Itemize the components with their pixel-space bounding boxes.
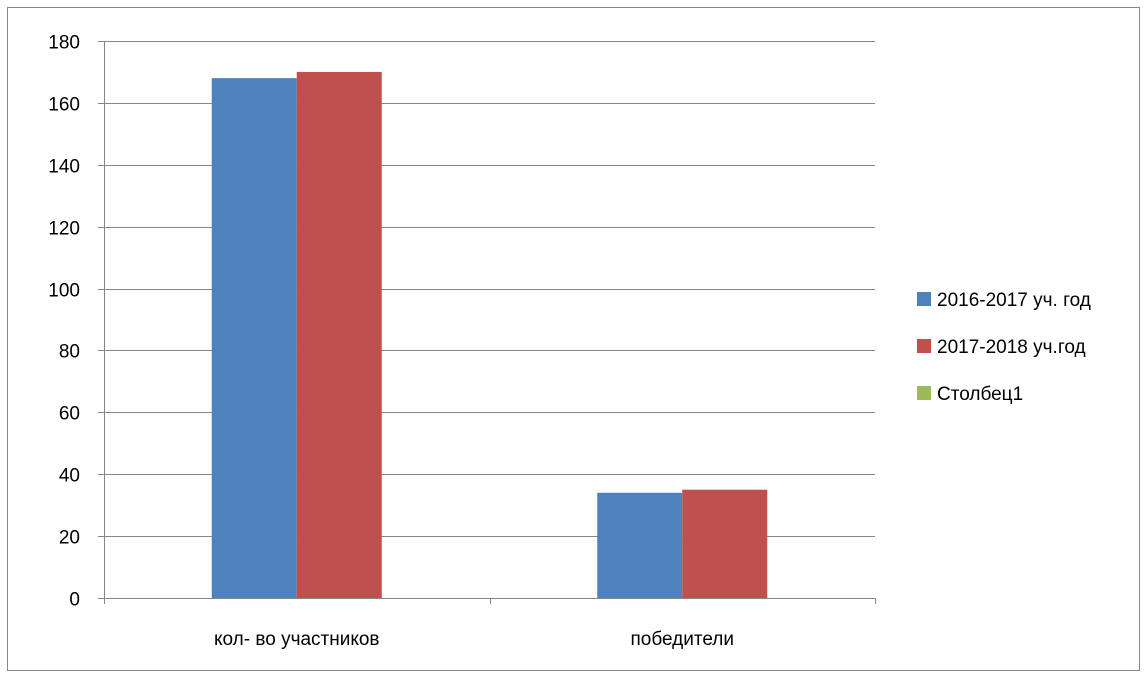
y-tick-labels: 0 20 40 60 80 100 120 140 160 180 [48, 33, 80, 611]
bar-series-0-category-0 [211, 78, 297, 599]
legend-swatch [917, 386, 931, 400]
y-tick-label: 0 [69, 590, 80, 611]
y-tick-label: 160 [48, 95, 80, 116]
bar-series-1-category-1 [682, 489, 768, 598]
y-tick-label: 100 [48, 281, 80, 302]
y-tick-label: 80 [59, 342, 80, 363]
legend-swatch [917, 339, 931, 353]
bar-series-1-category-0 [296, 71, 382, 598]
y-tick-label: 40 [59, 466, 80, 487]
y-tick-label: 140 [48, 157, 80, 178]
chart-border [7, 7, 1140, 671]
legend-swatch [917, 292, 931, 306]
legend: 2016-2017 уч. год 2017-2018 уч.год Столбец… [917, 290, 1091, 405]
y-tick-label: 180 [48, 33, 80, 54]
x-tick-label: кол- во участников [214, 629, 380, 650]
axes [98, 41, 876, 604]
bars [211, 71, 768, 599]
y-tick-label: 20 [59, 528, 80, 549]
legend-entry-label: Столбец1 [937, 384, 1023, 405]
y-tick-label: 120 [48, 219, 80, 240]
x-tick-label: победители [631, 629, 735, 650]
legend-entry-label: 2017-2018 уч.год [937, 337, 1086, 358]
bar-series-0-category-1 [597, 492, 683, 598]
legend-entry-label: 2016-2017 уч. год [937, 290, 1091, 311]
x-tick-labels: кол- во участников победители [214, 629, 734, 650]
y-tick-label: 60 [59, 404, 80, 425]
